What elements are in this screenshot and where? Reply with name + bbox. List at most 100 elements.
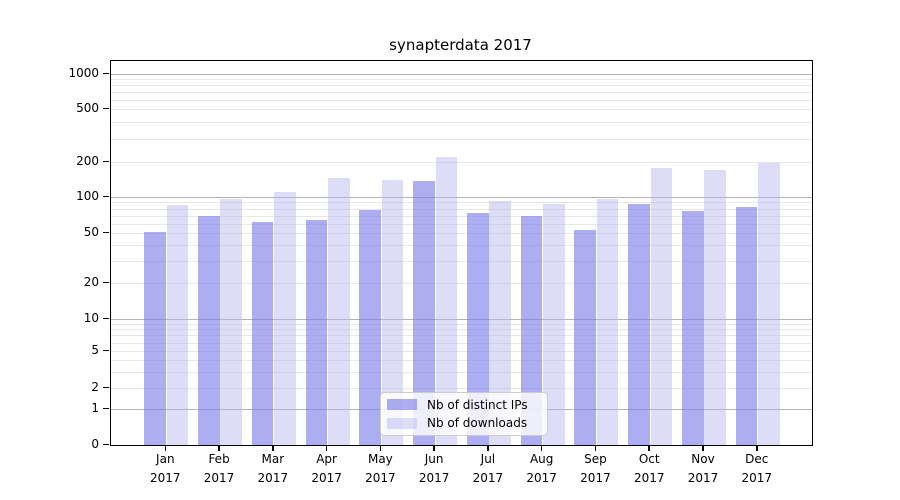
bar-downloads-jun [435,156,458,445]
major-gridline [111,319,812,320]
bar-distinct-ips-nov [682,210,704,445]
bar-distinct-ips-dec [735,206,758,445]
y-tick-label: 20 [83,275,99,289]
y-tick-label: 1000 [68,66,99,80]
bar-downloads-sep [596,199,619,445]
bar-downloads-jul [489,200,511,445]
minor-gridline [111,335,812,337]
minor-gridline [111,109,812,110]
x-tick-label: Sep 2017 [580,452,611,485]
minor-gridline [111,138,812,140]
minor-gridline [111,351,812,352]
y-tick-label: 10 [83,311,99,325]
y-tick-label: 5 [91,343,99,357]
minor-gridline [111,79,812,81]
bar-downloads-apr [328,178,350,445]
bar-distinct-ips-jan [144,231,166,445]
minor-gridline [111,85,812,87]
x-tick-mark [164,445,167,451]
x-tick-mark [325,445,328,451]
y-tick-mark [103,281,109,283]
x-tick-label: Jan 2017 [150,452,181,485]
bar-distinct-ips-mar [251,221,274,445]
minor-gridline [111,121,812,123]
legend-swatch-downloads [387,417,417,429]
major-gridline [111,197,812,198]
y-tick-mark [103,443,109,445]
x-tick-mark [648,445,650,451]
minor-gridline [111,283,812,284]
x-tick-mark [540,445,543,451]
x-tick-mark [218,445,220,451]
bar-downloads-jan [166,205,189,445]
x-tick-label: Aug 2017 [526,452,557,485]
bar-distinct-ips-feb [198,215,220,445]
legend-swatch-distinct-ips [387,399,417,411]
x-tick-label: Nov 2017 [687,452,719,485]
x-tick-mark [379,445,382,451]
minor-gridline [111,162,812,163]
y-tick-mark [103,160,109,162]
legend-entry-downloads: Nb of downloads [387,414,541,432]
y-tick-label: 0 [91,437,99,451]
bar-downloads-may [381,180,404,445]
bar-distinct-ips-may [359,209,381,445]
x-tick-mark [272,445,274,451]
minor-gridline [111,202,812,204]
minor-gridline [111,223,812,225]
minor-gridline [111,208,812,210]
major-gridline [111,74,812,75]
x-tick-label: Jul 2017 [472,452,504,485]
plot-area [110,60,813,446]
bar-distinct-ips-aug [520,215,543,445]
y-tick-label: 100 [76,189,99,203]
x-tick-label: Mar 2017 [257,452,289,485]
minor-gridline [111,323,812,325]
x-tick-mark [594,445,597,451]
minor-gridline [111,245,812,247]
y-tick-mark [103,231,109,233]
x-tick-label: Apr 2017 [311,452,342,485]
y-tick-mark [103,407,109,409]
x-tick-label: Dec 2017 [741,452,773,485]
chart-title: synapterdata 2017 [389,36,532,54]
legend-label-downloads: Nb of downloads [427,416,528,431]
y-tick-mark [103,107,109,109]
y-tick-mark [103,72,109,74]
y-tick-label: 1 [91,401,99,415]
minor-gridline [111,388,812,389]
minor-gridline [111,92,812,93]
x-tick-label: Jun 2017 [418,452,450,485]
x-tick-label: Oct 2017 [633,452,665,485]
x-tick-label: Feb 2017 [203,452,235,485]
y-tick-label: 2 [91,380,99,394]
y-tick-label: 500 [76,101,99,115]
y-tick-mark [103,317,109,319]
bar-downloads-feb [220,198,243,445]
minor-gridline [111,215,812,217]
y-tick-label: 200 [76,154,99,168]
minor-gridline [111,371,812,373]
bar-downloads-mar [274,192,296,445]
minor-gridline [111,99,812,101]
x-tick-mark [487,445,489,451]
legend-entry-distinct-ips: Nb of distinct IPs [387,396,541,414]
minor-gridline [111,233,812,234]
minor-gridline [111,260,812,262]
bar-downloads-dec [758,162,780,445]
bar-downloads-oct [650,168,673,445]
x-tick-mark [433,445,435,451]
bar-distinct-ips-sep [574,229,597,445]
minor-gridline [111,329,812,331]
minor-gridline [111,342,812,344]
x-tick-mark [756,445,758,451]
legend: Nb of distinct IPs Nb of downloads [380,392,548,436]
x-tick-label: May 2017 [365,452,396,485]
bar-distinct-ips-jun [413,181,435,445]
bar-distinct-ips-jul [466,213,489,445]
y-tick-mark [103,349,109,351]
y-tick-label: 50 [83,225,99,239]
x-tick-mark [702,445,704,451]
y-tick-mark [103,386,109,388]
